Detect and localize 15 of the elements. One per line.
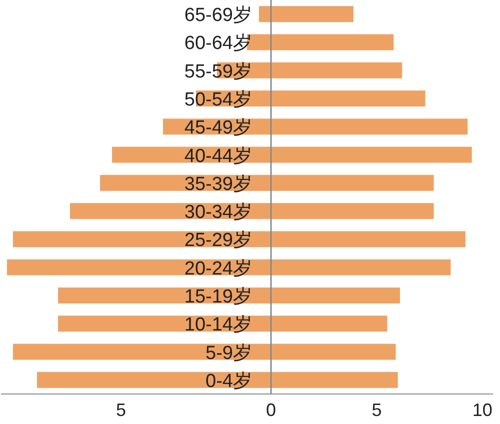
y-tick-label: 35-39岁 xyxy=(184,174,252,195)
y-tick-label: 5-9岁 xyxy=(206,342,252,364)
y-tick-label: 40-44岁 xyxy=(184,146,252,167)
x-tick-label: 0 xyxy=(266,400,276,420)
y-tick-label: 65-69岁 xyxy=(184,5,252,26)
x-tick-label: 5 xyxy=(116,400,126,420)
y-tick-label: 20-24岁 xyxy=(184,258,252,280)
x-tick-label: 5 xyxy=(372,400,382,420)
y-tick-label: 45-49岁 xyxy=(184,118,252,139)
y-tick-label: 0-4岁 xyxy=(206,370,252,392)
y-tick-label: 30-34岁 xyxy=(184,202,252,224)
x-tick-label: 10 xyxy=(472,400,492,420)
y-tick-label: 10-14岁 xyxy=(184,314,252,336)
y-tick-label: 25-29岁 xyxy=(184,230,252,252)
y-tick-label: 15-19岁 xyxy=(184,286,252,308)
